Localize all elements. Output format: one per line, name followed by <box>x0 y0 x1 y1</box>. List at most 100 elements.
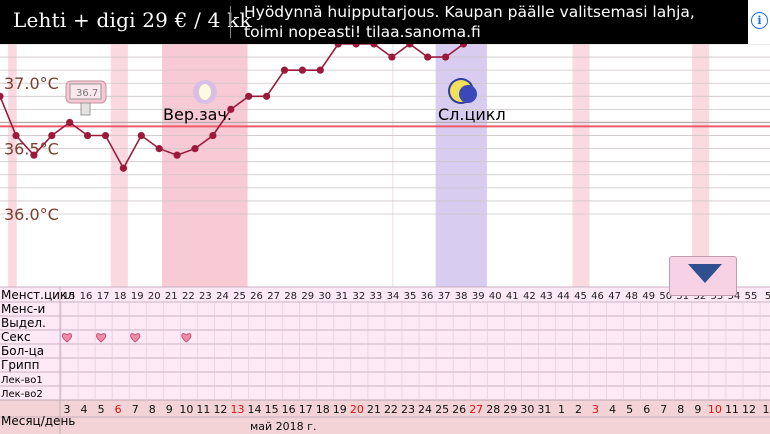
temperature-point <box>137 131 145 140</box>
cycle-day-number: 36 <box>421 291 434 302</box>
temperature-point <box>442 53 450 61</box>
cycle-day-number: 17 <box>97 291 110 302</box>
row-label: Грипп <box>1 358 39 372</box>
chart-markers: 36.7 Вер.зач. Сл.цикл <box>65 78 506 124</box>
y-tick-label: 36.0°C <box>4 205 59 224</box>
date-number: 10 <box>179 403 193 416</box>
y-tick-label: 36.5°C <box>4 140 59 159</box>
cycle-day-number: 5 <box>765 291 770 302</box>
temp-tag-stem <box>80 102 91 116</box>
date-number: 12 <box>742 403 756 416</box>
ad-brand-text[interactable]: Lehti + digi 29 € / 4 kk <box>13 8 252 32</box>
cycle-day-number: 37 <box>438 291 451 302</box>
cycle-day-number: 49 <box>642 291 655 302</box>
date-number: 19 <box>333 403 347 416</box>
ad-banner[interactable]: Lehti + digi 29 € / 4 kk Hyödynnä huippu… <box>0 0 770 44</box>
date-number: 10 <box>708 403 722 416</box>
temperature-point <box>263 92 271 100</box>
date-number: 3 <box>64 403 71 416</box>
temperature-point <box>0 92 4 100</box>
scroll-down-button[interactable] <box>669 256 737 296</box>
cycle-day-number: 50 <box>659 291 672 302</box>
cycle-day-number: 46 <box>591 291 604 302</box>
temperature-point <box>298 66 306 74</box>
cycle-day-number: 30 <box>318 291 331 302</box>
date-number: 27 <box>469 403 483 416</box>
temperature-series <box>0 44 468 172</box>
y-tick-label: 37.0°C <box>4 74 59 93</box>
temperature-point <box>406 44 414 48</box>
cycle-day-number: 48 <box>625 291 638 302</box>
temperature-chart: 37.0°C 36.5°C 36.0°C 36.7 Вер.зач. Сл.цикл М… <box>0 44 770 434</box>
cycle-day-number: 53 <box>711 291 724 302</box>
egg-icon-inner <box>199 84 211 100</box>
date-number: 14 <box>248 403 262 416</box>
y-axis-labels: 37.0°C 36.5°C 36.0°C <box>4 74 59 224</box>
grid-lines <box>0 44 770 215</box>
ad-divider <box>230 6 231 38</box>
temperature-point <box>119 164 127 172</box>
cycle-day-number: 29 <box>301 291 314 302</box>
cycle-day-number: 27 <box>267 291 280 302</box>
date-number: 7 <box>132 403 139 416</box>
cycle-day-number: 33 <box>370 291 383 302</box>
heart-icon <box>62 333 72 343</box>
cycle-day-number: 32 <box>352 291 365 302</box>
cycle-day-number: 26 <box>250 291 263 302</box>
cycle-day-number: 44 <box>557 291 570 302</box>
date-number: 7 <box>660 403 667 416</box>
highlight-band <box>692 44 710 287</box>
cycle-day-number: 52 <box>693 291 706 302</box>
date-number: 13 <box>231 403 245 416</box>
date-number: 1 <box>763 403 770 416</box>
date-number: 9 <box>166 403 173 416</box>
cycle-day-number: 28 <box>284 291 297 302</box>
cycle-day-number: 19 <box>131 291 144 302</box>
temperature-point <box>191 145 199 153</box>
row-label: Бол-ца <box>1 344 44 358</box>
date-number: 17 <box>299 403 313 416</box>
ovulation-label: Вер.зач. <box>163 105 232 124</box>
date-number: 22 <box>384 403 398 416</box>
date-number: 23 <box>401 403 415 416</box>
temperature-point <box>173 151 181 159</box>
temperature-point <box>334 44 342 48</box>
cycle-day-number: 15 <box>63 291 76 302</box>
cycle-day-number: 21 <box>165 291 178 302</box>
cycle-day-number: 25 <box>233 291 246 302</box>
temp-tag-value: 36.7 <box>76 88 98 99</box>
row-label: Лек-во2 <box>1 389 43 400</box>
temperature-point <box>84 131 92 140</box>
date-number: 28 <box>486 403 500 416</box>
row-label: Выдел. <box>1 316 46 330</box>
date-number: 12 <box>213 403 227 416</box>
cycle-day-number: 40 <box>489 291 502 302</box>
date-number: 18 <box>316 403 330 416</box>
date-number: 21 <box>367 403 381 416</box>
date-number: 5 <box>626 403 633 416</box>
date-number: 4 <box>609 403 616 416</box>
date-number: 11 <box>725 403 739 416</box>
highlight-band <box>572 44 590 287</box>
day-highlight-bands <box>8 44 710 287</box>
cycle-day-number: 20 <box>148 291 161 302</box>
temperature-point <box>352 44 360 48</box>
cycle-day-number: 47 <box>608 291 621 302</box>
date-number: 31 <box>537 403 551 416</box>
temperature-point <box>280 66 289 74</box>
cycle-day-number: 18 <box>114 291 127 302</box>
ad-info-button[interactable]: i <box>748 0 770 44</box>
row-label: Лек-во1 <box>1 375 43 386</box>
cycle-day-number: 42 <box>523 291 536 302</box>
cycle-day-number: 43 <box>540 291 553 302</box>
cycle-day-number: 41 <box>506 291 519 302</box>
temperature-point <box>48 131 56 140</box>
ad-message[interactable]: Hyödynnä huipputarjous. Kaupan päälle va… <box>244 3 695 41</box>
date-number: 29 <box>503 403 517 416</box>
date-number: 8 <box>677 403 684 416</box>
temperature-point <box>101 131 110 140</box>
temperature-point <box>388 53 396 61</box>
date-number: 11 <box>196 403 210 416</box>
highlight-band <box>8 44 17 287</box>
